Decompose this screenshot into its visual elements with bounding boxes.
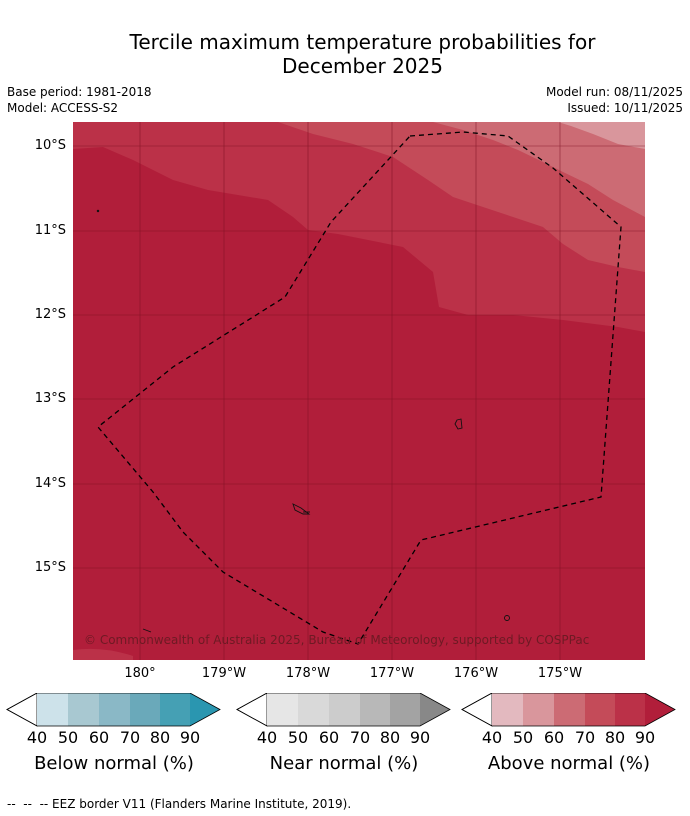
tick-above-70: 70	[574, 728, 596, 747]
lon-label-177w: 177°W	[369, 666, 415, 681]
swatch-near-80	[390, 693, 420, 726]
tick-above-50: 50	[512, 728, 534, 747]
region-above-50	[558, 122, 645, 149]
model-name: Model: ACCESS-S2	[7, 101, 119, 115]
label-below-normal: Below normal (%)	[34, 753, 194, 774]
legend-near-normal	[236, 692, 452, 731]
swatch-above-90	[645, 693, 675, 726]
lat-label-12s: 12°S	[34, 307, 66, 322]
tick-near-60: 60	[318, 728, 340, 747]
lat-label-11s: 11°S	[34, 223, 66, 238]
lon-label-178w: 178°W	[285, 666, 331, 681]
region-above-80-bottom	[73, 648, 133, 660]
swatch-above-70	[585, 693, 615, 726]
lat-label-10s: 10°S	[34, 138, 66, 153]
eez-border	[97, 131, 622, 645]
colorbar-near-normal	[236, 692, 451, 727]
lon-label-180: 180°	[124, 666, 156, 681]
tick-below-40: 40	[26, 728, 48, 747]
swatch-above-80	[615, 693, 645, 726]
copyright-notice: © Commonwealth of Australia 2025, Bureau…	[84, 633, 590, 647]
tick-above-60: 60	[543, 728, 565, 747]
label-near-normal: Near normal (%)	[269, 753, 419, 774]
swatch-near-60	[329, 693, 360, 726]
swatch-near-70	[360, 693, 390, 726]
swatch-near-50	[298, 693, 329, 726]
tick-above-80: 80	[604, 728, 626, 747]
swatch-near-40	[267, 693, 298, 726]
meta-left: Base period: 1981-2018 Model: ACCESS-S2	[7, 84, 152, 116]
lat-label-13s: 13°S	[34, 391, 66, 406]
lon-label-176w: 176°W	[453, 666, 499, 681]
swatch-near-lt40	[236, 692, 268, 727]
graticule	[73, 122, 645, 660]
colorbar-below-normal	[6, 692, 221, 727]
legend-above-normal	[461, 692, 677, 731]
title-line-2: December 2025	[282, 54, 443, 78]
legend-below-normal	[6, 692, 222, 731]
issued-date: Issued: 10/11/2025	[567, 101, 683, 115]
islands	[96, 209, 510, 633]
base-period: Base period: 1981-2018	[7, 85, 152, 99]
tick-below-50: 50	[57, 728, 79, 747]
model-run: Model run: 08/11/2025	[545, 85, 683, 99]
tick-near-40: 40	[256, 728, 278, 747]
swatch-above-60	[554, 693, 585, 726]
swatch-above-40	[492, 693, 523, 726]
lon-label-175w: 175°W	[537, 666, 583, 681]
colorbar-above-normal	[461, 692, 676, 727]
tick-above-40: 40	[481, 728, 503, 747]
tick-near-90: 90	[409, 728, 431, 747]
tick-near-50: 50	[287, 728, 309, 747]
swatch-above-50	[523, 693, 554, 726]
swatch-below-70	[130, 693, 160, 726]
map-title: Tercile maximum temperature probabilitie…	[0, 30, 690, 78]
lat-label-15s: 15°S	[34, 560, 66, 575]
tick-below-80: 80	[149, 728, 171, 747]
lat-label-14s: 14°S	[34, 476, 66, 491]
swatch-below-80	[160, 693, 190, 726]
tick-below-70: 70	[119, 728, 141, 747]
lon-label-179w: 179°W	[201, 666, 247, 681]
label-above-normal: Above normal (%)	[487, 753, 651, 774]
swatch-below-lt40	[6, 692, 38, 727]
tick-near-80: 80	[379, 728, 401, 747]
swatch-below-90	[190, 693, 220, 726]
swatch-below-50	[68, 693, 99, 726]
swatch-below-60	[99, 693, 130, 726]
eez-border-note: -- -- -- EEZ border V11 (Flanders Marine…	[7, 797, 352, 811]
meta-right: Model run: 08/11/2025 Issued: 10/11/2025	[546, 84, 683, 116]
swatch-near-90	[420, 693, 450, 726]
map-area[interactable]	[73, 122, 645, 660]
tick-near-70: 70	[349, 728, 371, 747]
tick-above-90: 90	[634, 728, 656, 747]
tick-below-60: 60	[88, 728, 110, 747]
title-line-1: Tercile maximum temperature probabilitie…	[129, 30, 596, 54]
map-svg	[73, 122, 645, 660]
swatch-above-lt40	[461, 692, 493, 727]
swatch-below-40	[37, 693, 68, 726]
tick-below-90: 90	[179, 728, 201, 747]
